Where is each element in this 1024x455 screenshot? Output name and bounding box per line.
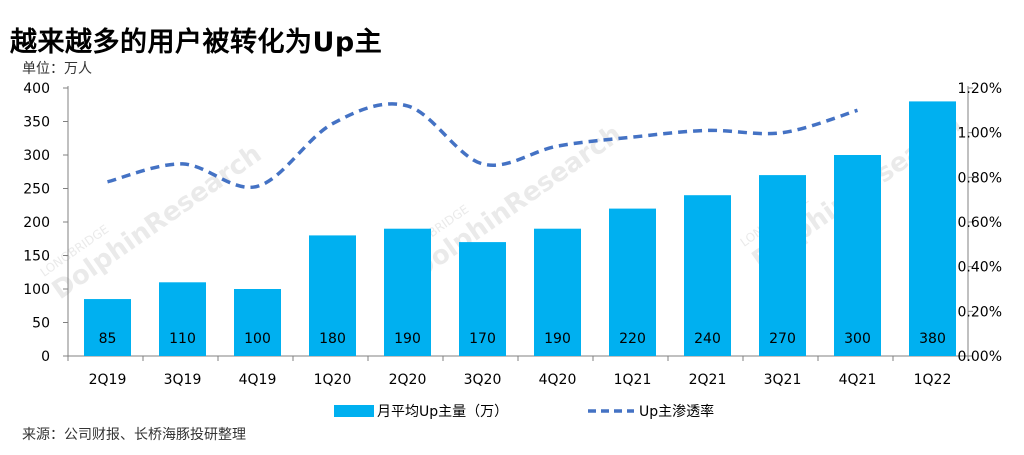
- bar-4Q20: [534, 228, 581, 356]
- x-axis-tick-labels: 2Q19 3Q19 4Q19 1Q20 2Q20 3Q20 4Q20 1Q21 2Q21 3Q21…: [89, 372, 952, 388]
- line-series: [107, 102, 859, 190]
- x-tick-label: 3Q20: [464, 372, 502, 388]
- right-y-tick-label: 0.00%: [958, 349, 1002, 365]
- source-note: 来源：公司财报、长桥海豚投研整理: [22, 427, 246, 443]
- left-y-axis-tick-labels: 0 50 100 150 200 250 300 350 400: [23, 81, 50, 365]
- legend: 月平均Up主量（万） Up主渗透率: [334, 403, 714, 420]
- penetration-rate-line: [107, 102, 859, 190]
- bar-value-label: 300: [844, 331, 871, 347]
- watermark-brand-large: DolphinResearch: [47, 139, 267, 306]
- legend-swatch-bar: [334, 405, 374, 417]
- bar-value-label: 180: [319, 331, 346, 347]
- right-y-tick-label: 0.40%: [958, 260, 1002, 276]
- right-y-axis-tick-labels: 0.00% 0.20% 0.40% 0.60% 0.80% 1.00% 1.20%: [958, 81, 1002, 365]
- watermark-brand-large: DolphinResearch: [407, 119, 627, 286]
- left-y-tick-label: 100: [23, 282, 50, 298]
- bar-1Q21: [609, 208, 656, 356]
- bar-value-label: 220: [619, 331, 646, 347]
- left-y-tick-label: 350: [23, 115, 50, 131]
- unit-label: 单位：万人: [22, 61, 92, 77]
- bar-3Q19: [159, 282, 206, 356]
- x-tick-label: 4Q21: [839, 372, 877, 388]
- bar-3Q21: [759, 175, 806, 356]
- x-tick-label: 1Q22: [914, 372, 952, 388]
- bar-value-label: 85: [99, 331, 117, 347]
- bar-2Q21: [684, 195, 731, 356]
- axes-layer: [63, 86, 973, 361]
- bar-1Q22: [909, 101, 956, 357]
- left-y-tick-label: 200: [23, 215, 50, 231]
- x-tick-label: 2Q21: [689, 372, 727, 388]
- bar-2Q20: [384, 228, 431, 356]
- x-tick-label: 1Q20: [314, 372, 352, 388]
- left-y-tick-label: 250: [23, 182, 50, 198]
- bar-value-label: 110: [169, 331, 196, 347]
- legend-item-bar: 月平均Up主量（万）: [334, 404, 508, 420]
- bar-value-label: 190: [394, 331, 421, 347]
- bar-value-label: 270: [769, 331, 796, 347]
- left-y-tick-label: 300: [23, 148, 50, 164]
- x-tick-label: 2Q19: [89, 372, 127, 388]
- bar-1Q20: [309, 235, 356, 356]
- chart-title: 越来越多的用户被转化为Up主: [10, 27, 383, 58]
- right-y-tick-label: 0.80%: [958, 170, 1002, 186]
- x-tick-label: 2Q20: [389, 372, 427, 388]
- right-y-tick-label: 1.20%: [958, 81, 1002, 97]
- right-y-tick-label: 1.00%: [958, 126, 1002, 142]
- bar-2Q19: [84, 299, 131, 356]
- bar-3Q20: [459, 242, 506, 356]
- bar-value-label: 170: [469, 331, 496, 347]
- legend-label-line: Up主渗透率: [639, 403, 714, 420]
- legend-label-bar: 月平均Up主量（万）: [377, 404, 508, 420]
- left-y-tick-label: 400: [23, 81, 50, 97]
- bar-value-label: 240: [694, 331, 721, 347]
- x-tick-label: 3Q21: [764, 372, 802, 388]
- left-y-tick-label: 150: [23, 249, 50, 265]
- x-tick-label: 4Q19: [239, 372, 277, 388]
- bar-value-label: 190: [544, 331, 571, 347]
- legend-item-line: Up主渗透率: [588, 403, 714, 420]
- x-tick-label: 3Q19: [164, 372, 202, 388]
- bar-value-label: 380: [919, 331, 946, 347]
- bar-4Q21: [834, 155, 881, 356]
- left-y-tick-label: 50: [32, 316, 50, 332]
- bar-data-labels: 85 110 100 180 190 170 190 220 240 270 300 380: [99, 331, 946, 347]
- x-tick-label: 4Q20: [539, 372, 577, 388]
- right-y-tick-label: 0.20%: [958, 304, 1002, 320]
- bar-4Q19: [234, 289, 281, 356]
- bar-series: [84, 101, 956, 357]
- right-y-tick-label: 0.60%: [958, 215, 1002, 231]
- bar-value-label: 100: [244, 331, 271, 347]
- x-tick-label: 1Q21: [614, 372, 652, 388]
- left-y-tick-label: 0: [41, 349, 50, 365]
